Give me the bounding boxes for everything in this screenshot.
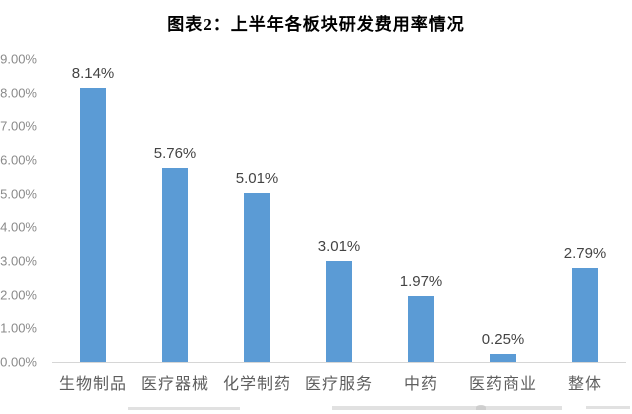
y-axis-tick-label: 5.00% xyxy=(0,186,37,202)
bar-value-label: 2.79% xyxy=(563,245,607,263)
footer-source-text-cropped xyxy=(128,407,240,410)
bar-value-label: 3.01% xyxy=(317,237,361,255)
x-axis-category-label: 生物制品 xyxy=(58,376,128,393)
y-axis-tick-label: 6.00% xyxy=(0,152,37,168)
bar xyxy=(408,295,434,362)
bar-value-label: 5.76% xyxy=(153,145,197,163)
x-axis-category-label: 医疗器械 xyxy=(140,376,210,393)
footer-source-text-cropped xyxy=(586,406,630,409)
x-axis-category-label: 化学制药 xyxy=(222,376,292,393)
bar xyxy=(490,353,516,362)
chart-title: 图表2：上半年各板块研发费用率情况 xyxy=(167,15,465,34)
y-axis-tick-label: 2.00% xyxy=(0,287,37,303)
plot-area x-axis-line: 8.14% 生物制品 5.76% 医疗器械 5.01% 化学制药 3.01% 医疗服务 1.97… xyxy=(52,59,626,393)
bar xyxy=(326,260,352,362)
footer-source-text-cropped xyxy=(332,406,562,410)
x-axis-category-label: 中药 xyxy=(403,376,439,393)
bar xyxy=(162,168,188,362)
bar-value-label: 1.97% xyxy=(399,272,443,290)
y-axis-tick-label: 3.00% xyxy=(0,253,37,269)
y-axis-tick-label: 8.00% xyxy=(0,85,37,101)
bar xyxy=(244,193,270,362)
x-axis-category-label: 整体 xyxy=(567,376,603,393)
footer-logo-cropped xyxy=(476,405,486,410)
x-axis-category-label: 医药商业 xyxy=(468,376,538,393)
bar-value-label: 0.25% xyxy=(481,330,525,348)
bar xyxy=(80,87,106,362)
bar xyxy=(572,268,598,362)
y-axis-tick-label: 7.00% xyxy=(0,118,37,134)
x-axis-category-label: 医疗服务 xyxy=(304,376,374,393)
bar-value-label: 5.01% xyxy=(235,170,279,188)
bar-value-label: 8.14% xyxy=(71,64,115,82)
y-axis-tick-label: 1.00% xyxy=(0,320,37,336)
y-axis-tick-label: 0.00% xyxy=(0,354,37,370)
y-axis-tick-label: 4.00% xyxy=(0,219,37,235)
y-axis-tick-label: 9.00% xyxy=(0,51,37,67)
